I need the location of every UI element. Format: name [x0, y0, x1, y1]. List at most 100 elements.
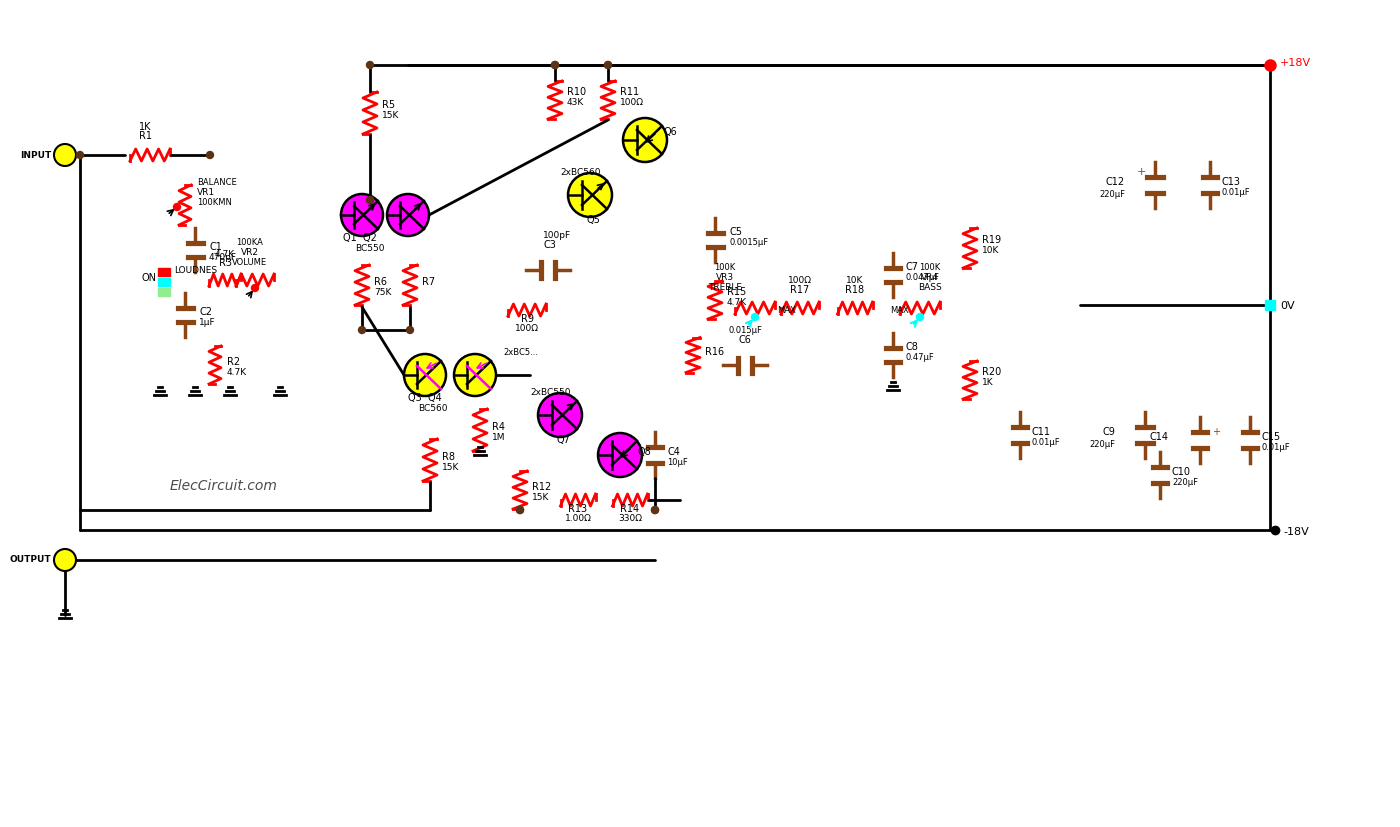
Text: C7: C7 — [904, 262, 918, 272]
Text: R1: R1 — [139, 131, 151, 141]
Text: R18: R18 — [846, 285, 865, 295]
Circle shape — [358, 327, 365, 333]
Text: VR1: VR1 — [197, 188, 216, 197]
Text: BC560: BC560 — [419, 404, 448, 413]
Text: OUTPUT: OUTPUT — [10, 556, 50, 565]
Text: C12: C12 — [1106, 177, 1126, 187]
Text: Q5: Q5 — [587, 215, 601, 225]
Text: 10K: 10K — [981, 246, 1000, 255]
Text: C4: C4 — [666, 447, 680, 457]
Text: R2: R2 — [227, 357, 241, 367]
Text: Q1  Q2: Q1 Q2 — [343, 233, 377, 243]
Circle shape — [367, 197, 374, 203]
Text: 100KMN: 100KMN — [197, 198, 232, 207]
Text: 100Ω: 100Ω — [515, 324, 539, 333]
Text: ON: ON — [141, 273, 155, 283]
Ellipse shape — [598, 433, 643, 477]
Text: Q3  Q4: Q3 Q4 — [409, 393, 442, 403]
Bar — [158, 268, 169, 276]
Text: C1: C1 — [209, 242, 221, 252]
Circle shape — [651, 506, 658, 514]
Text: LOUDNES: LOUDNES — [174, 266, 217, 275]
Text: 100K: 100K — [714, 263, 735, 272]
Text: 1M: 1M — [491, 433, 505, 442]
Text: C8: C8 — [904, 342, 918, 352]
Text: 0.0015µF: 0.0015µF — [729, 238, 769, 247]
Circle shape — [367, 61, 374, 69]
Text: 15K: 15K — [382, 111, 399, 120]
Text: R14: R14 — [620, 504, 640, 514]
Text: C13: C13 — [1222, 177, 1240, 187]
Text: 220µF: 220µF — [1099, 190, 1126, 199]
Text: 4.7K: 4.7K — [216, 250, 235, 259]
Text: R3: R3 — [218, 258, 231, 268]
Text: C11: C11 — [1032, 427, 1051, 437]
Text: R15: R15 — [727, 287, 746, 297]
Text: C5: C5 — [729, 227, 742, 237]
Text: 100Ω: 100Ω — [620, 98, 644, 107]
Text: Q8: Q8 — [638, 447, 652, 457]
Text: R13: R13 — [568, 504, 588, 514]
Text: BC550: BC550 — [356, 244, 385, 253]
Bar — [158, 278, 169, 286]
Bar — [158, 288, 169, 296]
Text: BASS: BASS — [918, 283, 942, 292]
Ellipse shape — [386, 194, 428, 236]
Circle shape — [207, 151, 213, 159]
Text: R9: R9 — [521, 314, 533, 324]
Text: 100Ω: 100Ω — [788, 276, 812, 285]
Circle shape — [917, 313, 924, 321]
Text: 0V: 0V — [1280, 301, 1295, 311]
Text: C10: C10 — [1172, 467, 1191, 477]
Circle shape — [605, 61, 612, 69]
Text: 220µF: 220µF — [1089, 440, 1114, 449]
Ellipse shape — [538, 393, 582, 437]
Text: R10: R10 — [567, 87, 587, 97]
Text: 1.00Ω: 1.00Ω — [564, 514, 591, 523]
Text: C15: C15 — [1261, 432, 1281, 442]
Text: MAX: MAX — [777, 306, 795, 315]
Circle shape — [252, 284, 259, 291]
Text: R8: R8 — [442, 452, 455, 462]
Circle shape — [552, 61, 559, 69]
Text: C3: C3 — [543, 240, 556, 250]
Text: 100pF: 100pF — [543, 231, 571, 240]
Text: 1K: 1K — [981, 378, 994, 387]
Text: INPUT: INPUT — [20, 151, 50, 160]
Text: R5: R5 — [382, 100, 395, 110]
Text: 220µF: 220µF — [1172, 478, 1198, 487]
Text: 2xBC5...: 2xBC5... — [503, 348, 538, 357]
Ellipse shape — [623, 118, 666, 162]
Text: Q7: Q7 — [556, 435, 570, 445]
Text: 4.7K: 4.7K — [727, 298, 748, 307]
Circle shape — [552, 61, 559, 69]
Text: 0.01µF: 0.01µF — [1032, 438, 1061, 447]
Text: 0.015µF: 0.015µF — [728, 326, 762, 335]
Circle shape — [517, 506, 524, 514]
Ellipse shape — [405, 354, 447, 396]
Text: 15K: 15K — [442, 463, 459, 472]
Text: MAX: MAX — [890, 306, 909, 315]
Text: 1µF: 1µF — [199, 318, 216, 327]
Circle shape — [752, 313, 759, 321]
Text: VR3: VR3 — [715, 273, 734, 282]
Text: 0.01µF: 0.01µF — [1222, 188, 1250, 197]
Text: +: + — [1137, 167, 1147, 177]
Text: 75K: 75K — [374, 288, 392, 297]
Text: 100K: 100K — [920, 263, 941, 272]
Text: +18V: +18V — [1280, 58, 1312, 68]
Text: 100KA: 100KA — [237, 238, 263, 247]
Circle shape — [174, 203, 181, 211]
Text: 2xBC550: 2xBC550 — [531, 388, 571, 397]
Text: 1K: 1K — [139, 122, 151, 132]
Text: 43K: 43K — [567, 98, 584, 107]
Circle shape — [77, 151, 84, 159]
Text: C2: C2 — [199, 307, 211, 317]
Text: R16: R16 — [706, 347, 724, 357]
Text: 0.047µF: 0.047µF — [904, 273, 939, 282]
Text: VOLUME: VOLUME — [232, 258, 267, 267]
Text: R12: R12 — [532, 482, 552, 492]
Text: R17: R17 — [791, 285, 809, 295]
Circle shape — [517, 506, 524, 514]
Text: VR2: VR2 — [241, 248, 259, 257]
